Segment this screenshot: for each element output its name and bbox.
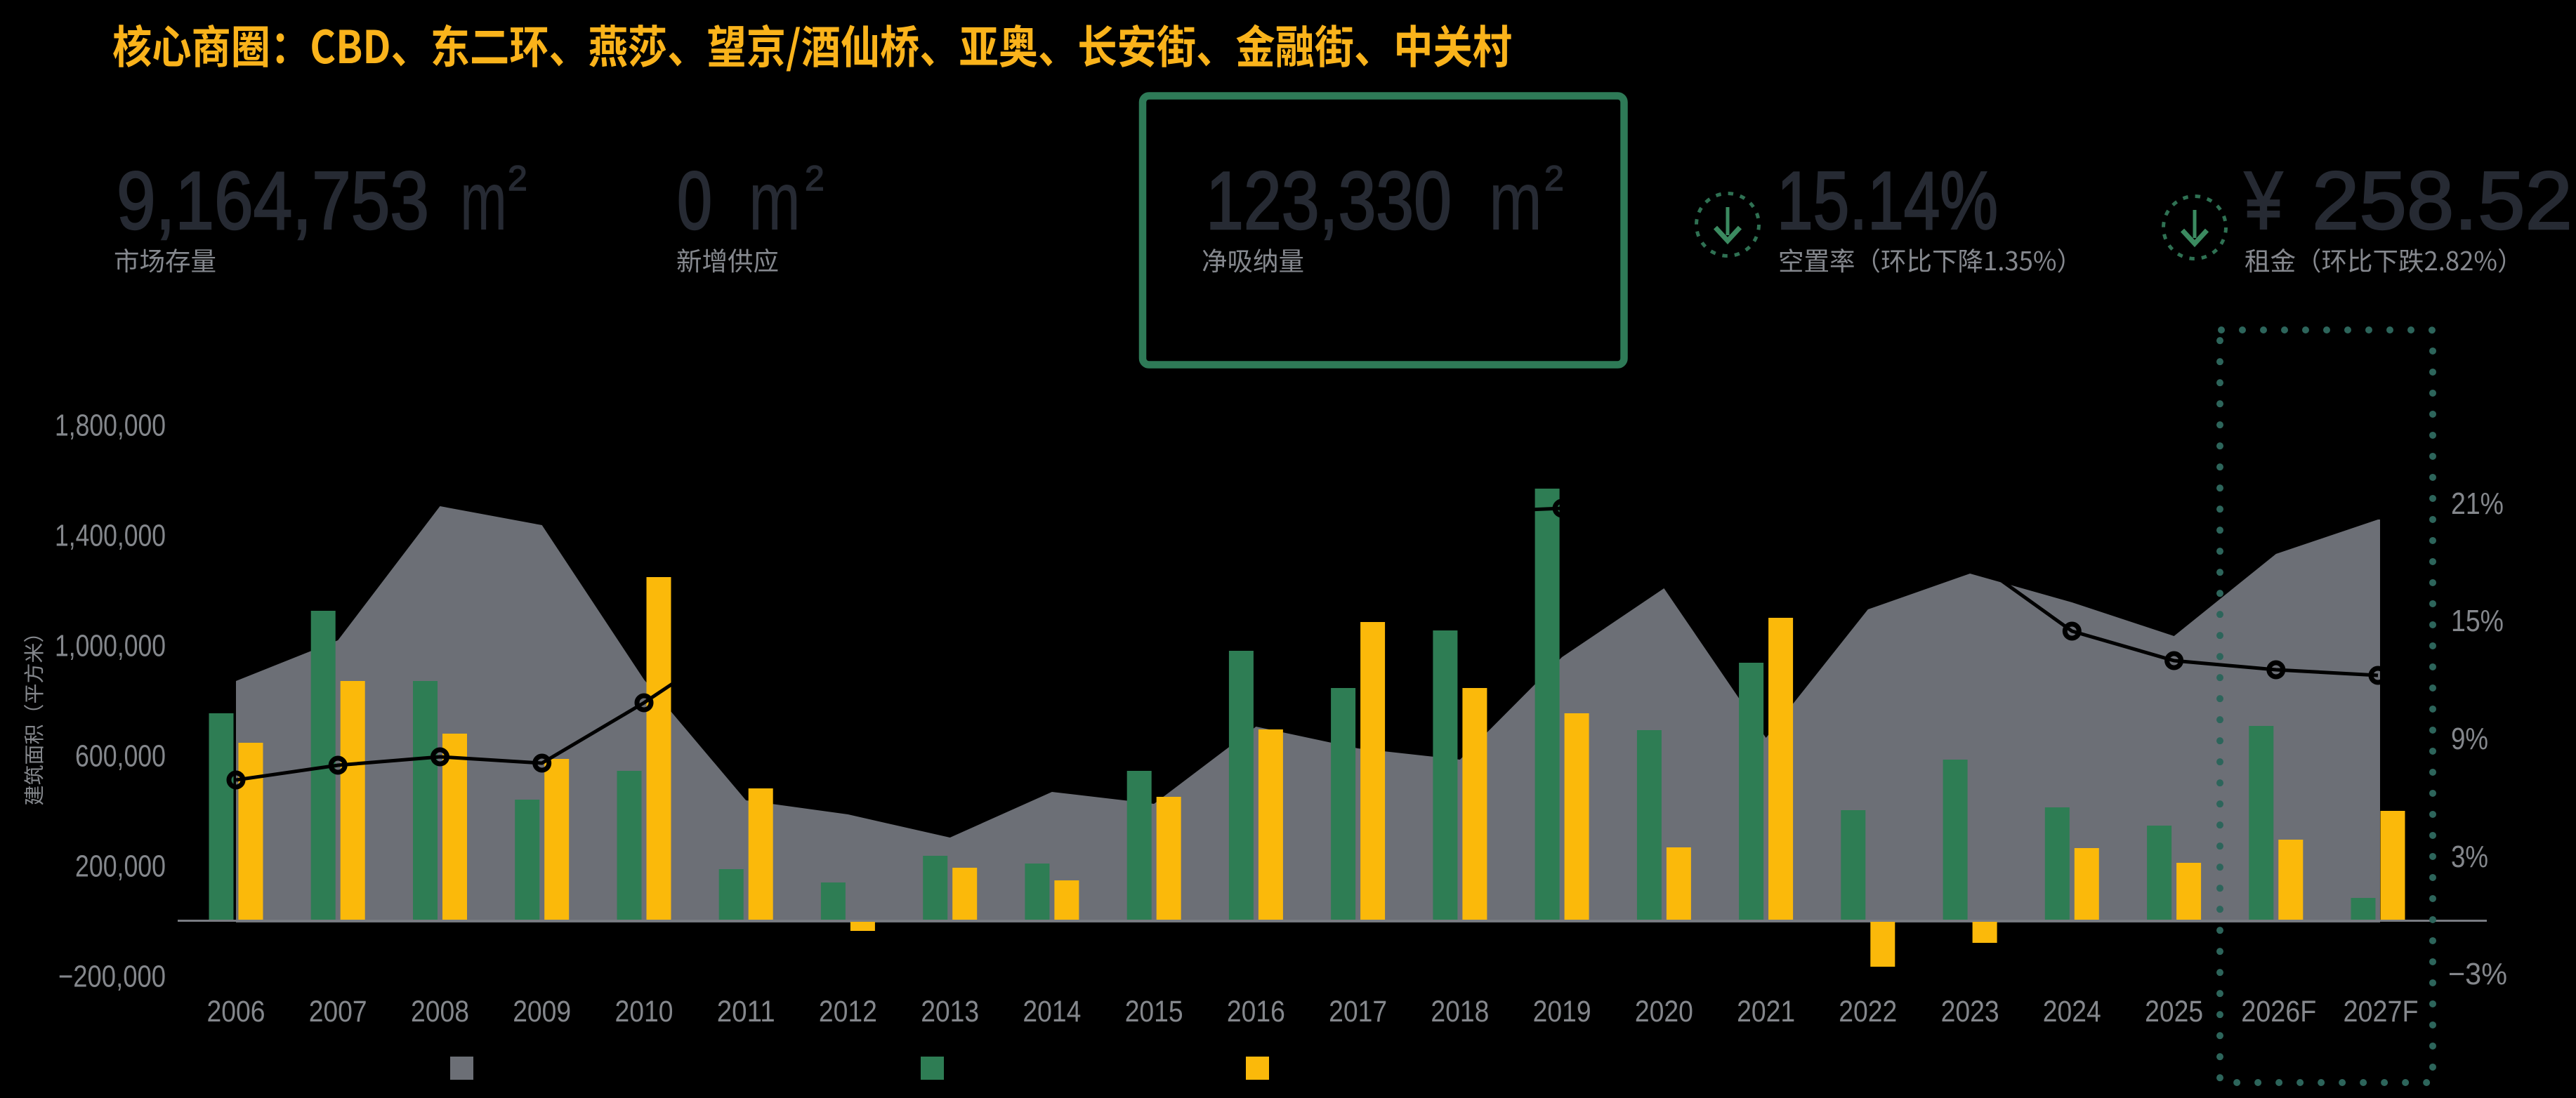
svg-text:258.52: 258.52 [2312,154,2572,246]
svg-text:2014: 2014 [1023,995,1081,1028]
svg-text:2021: 2021 [1737,995,1795,1028]
svg-text:15%: 15% [2451,604,2504,638]
svg-text:−200,000: −200,000 [58,960,166,994]
svg-text:9%: 9% [2451,722,2488,756]
svg-text:2: 2 [508,159,527,198]
svg-text:2027F: 2027F [2344,995,2419,1028]
svg-text:2015: 2015 [1125,995,1183,1028]
svg-text:2017: 2017 [1329,995,1387,1028]
svg-text:m: m [1489,154,1542,248]
svg-text:2008: 2008 [411,995,469,1028]
svg-text:21%: 21% [2451,487,2504,521]
svg-text:2010: 2010 [615,995,673,1028]
svg-text:2012: 2012 [819,995,877,1028]
svg-text:空置率（环比下降1.35%）: 空置率（环比下降1.35%） [1778,241,2082,278]
svg-text:核心商圈：CBD、东二环、燕莎、望京/酒仙桥、亚奥、长安街、: 核心商圈：CBD、东二环、燕莎、望京/酒仙桥、亚奥、长安街、金融街、中关村 [112,12,1512,77]
svg-text:1,800,000: 1,800,000 [55,409,166,443]
svg-text:2009: 2009 [513,995,571,1028]
svg-text:3%: 3% [2451,840,2488,874]
svg-text:2019: 2019 [1533,995,1591,1028]
svg-text:1,400,000: 1,400,000 [55,519,166,553]
svg-text:m: m [749,154,801,248]
svg-text:新增供应: 新增供应 [676,241,779,278]
svg-text:市场存量: 市场存量 [114,241,216,278]
svg-text:¥: ¥ [2244,154,2283,246]
svg-text:2024: 2024 [2043,995,2101,1028]
svg-text:200,000: 200,000 [75,849,166,884]
svg-text:2016: 2016 [1227,995,1285,1028]
svg-text:2022: 2022 [1839,995,1897,1028]
svg-text:2011: 2011 [717,995,775,1028]
svg-text:2: 2 [805,159,824,198]
svg-text:2: 2 [1544,159,1564,198]
svg-text:净吸纳量: 净吸纳量 [1202,241,1304,278]
svg-text:2013: 2013 [921,995,979,1028]
svg-text:−3%: −3% [2448,957,2507,991]
svg-text:建筑面积（平方米）: 建筑面积（平方米） [18,622,48,805]
svg-text:租金（环比下跌2.82%）: 租金（环比下跌2.82%） [2245,241,2523,278]
svg-text:2006: 2006 [207,995,265,1028]
svg-text:0: 0 [677,154,712,246]
svg-text:2023: 2023 [1941,995,1999,1028]
svg-text:1,000,000: 1,000,000 [55,629,166,663]
svg-text:2026F: 2026F [2241,995,2316,1028]
svg-text:2018: 2018 [1431,995,1489,1028]
svg-text:2025: 2025 [2145,995,2203,1028]
svg-text:15.14%: 15.14% [1777,154,1998,246]
svg-text:m: m [460,154,507,248]
svg-text:2020: 2020 [1635,995,1693,1028]
svg-text:123,330: 123,330 [1206,154,1452,246]
svg-text:9,164,753: 9,164,753 [117,154,429,246]
svg-text:2007: 2007 [309,995,367,1028]
svg-text:600,000: 600,000 [75,739,166,774]
